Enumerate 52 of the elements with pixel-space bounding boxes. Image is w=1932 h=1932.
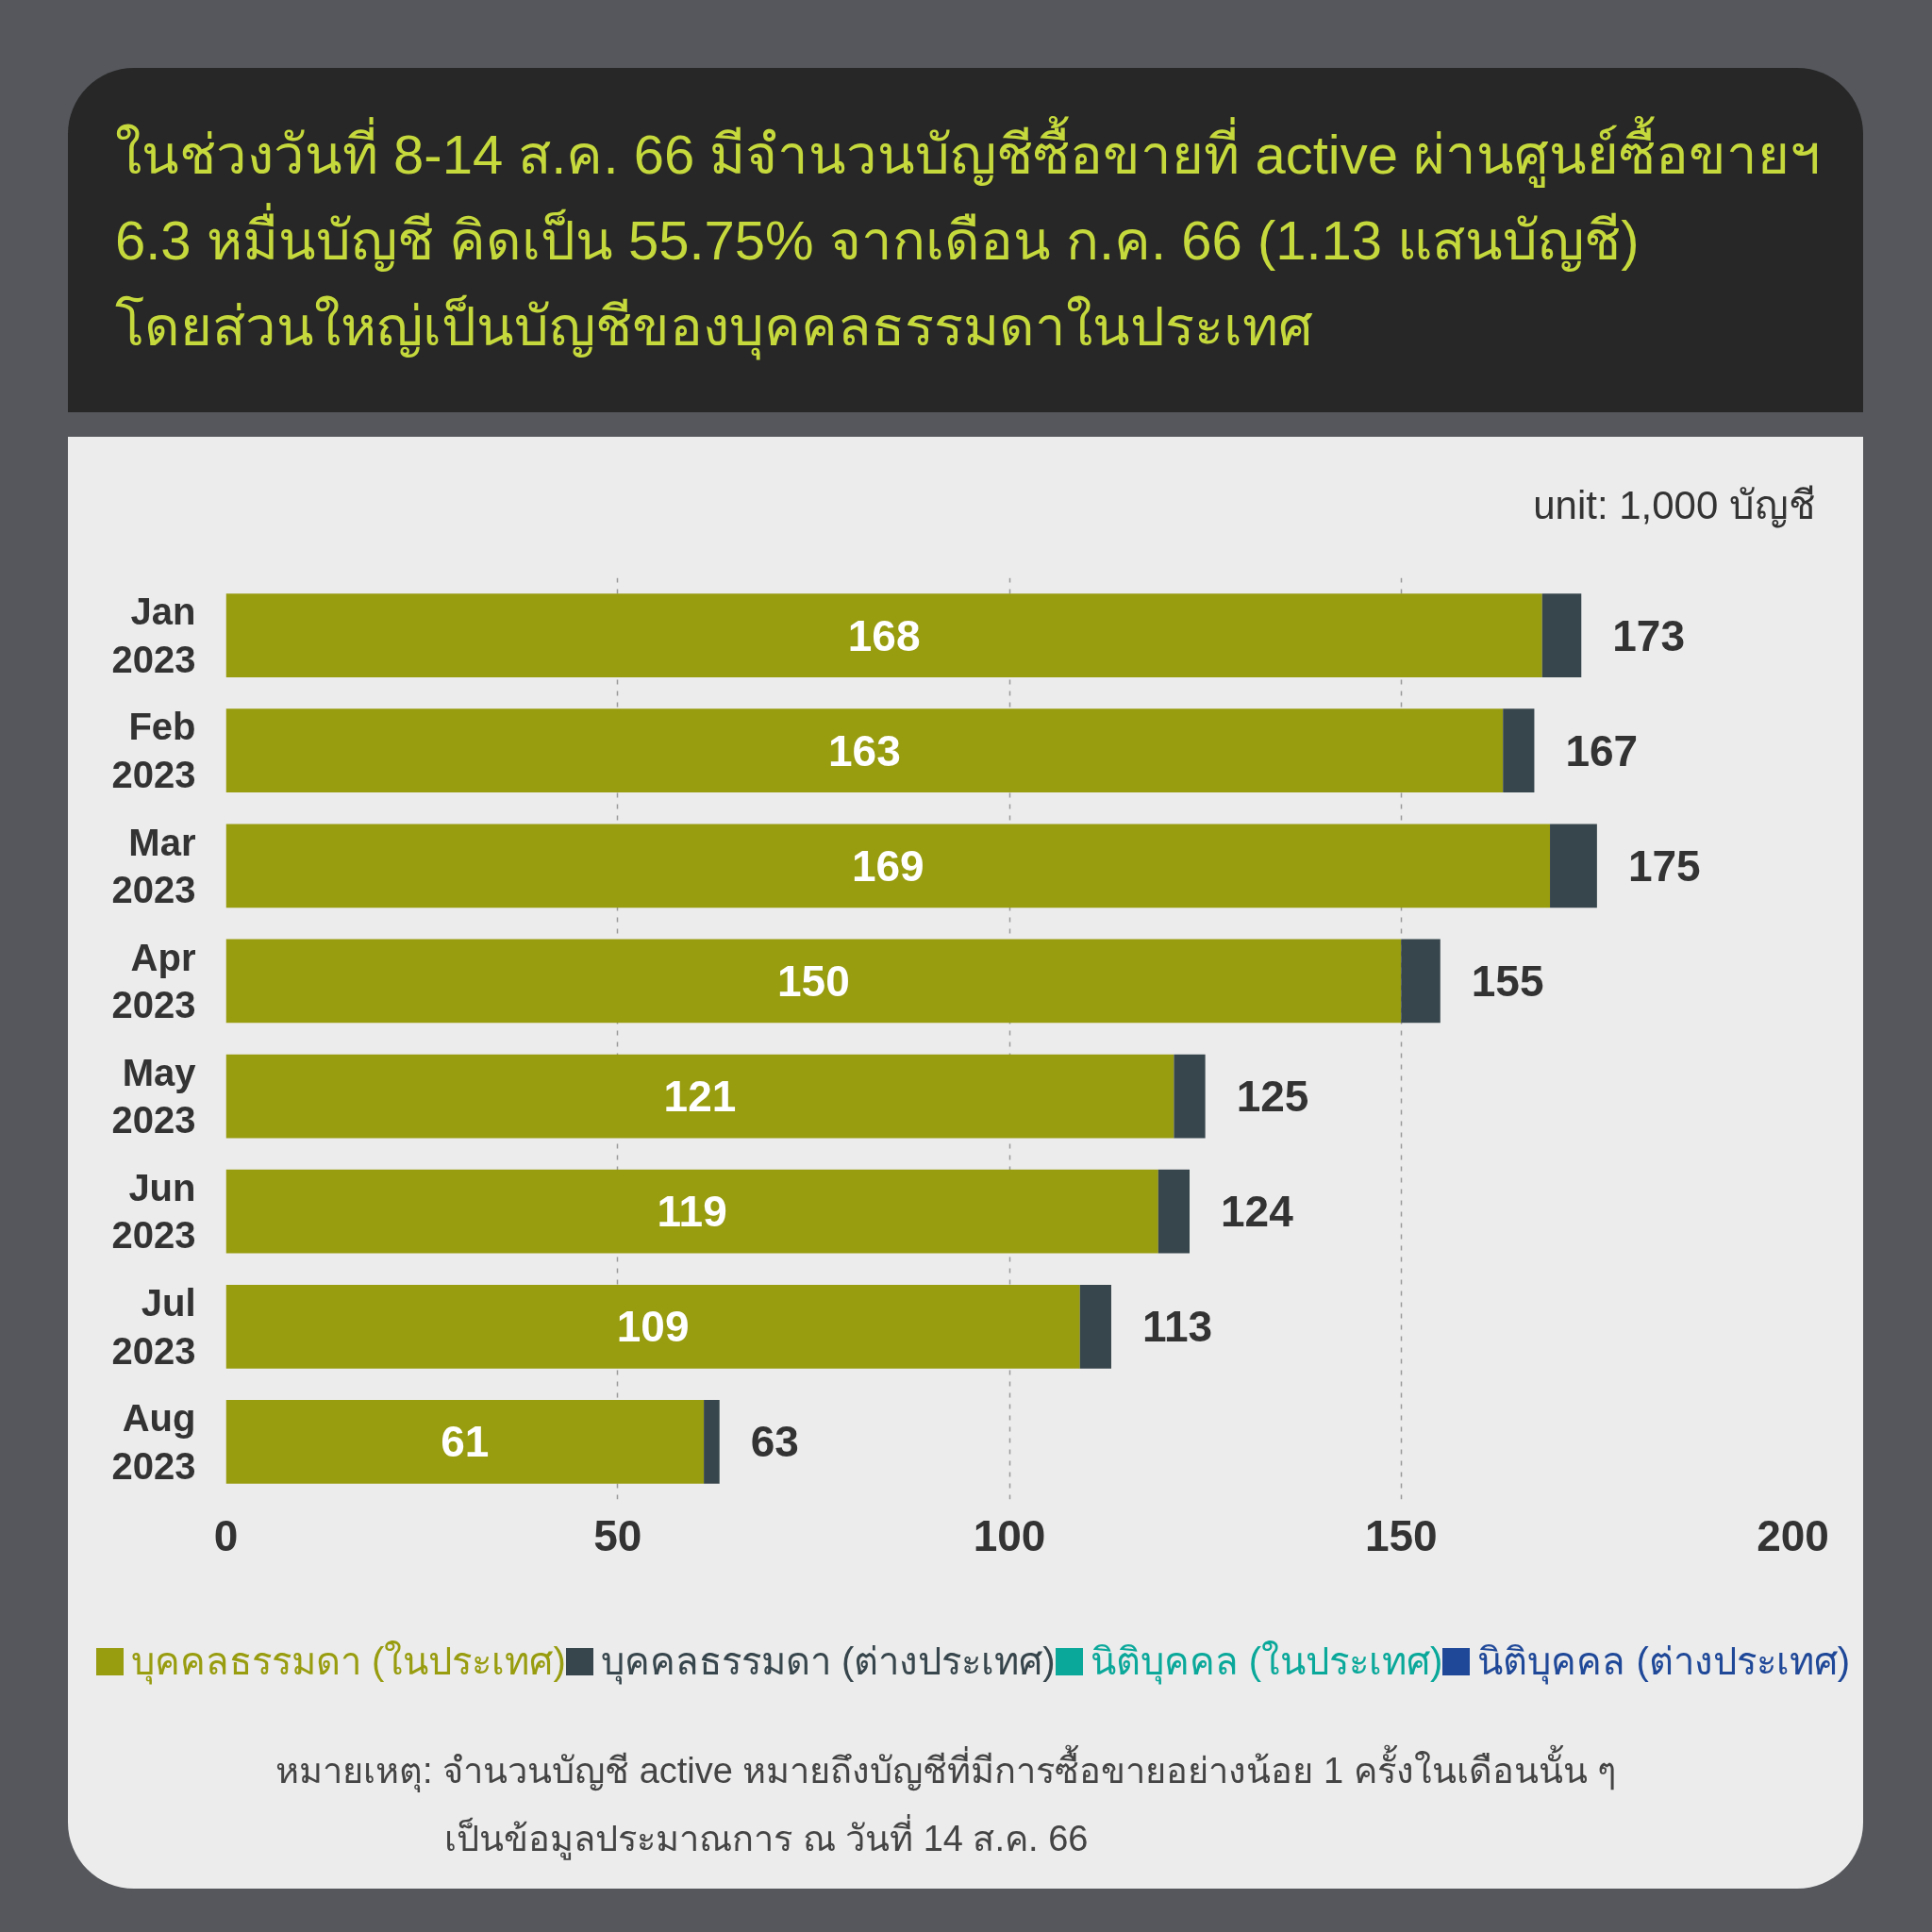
data-label: 109 bbox=[616, 1302, 690, 1352]
total-label: 63 bbox=[750, 1417, 799, 1467]
bar bbox=[1158, 1169, 1191, 1254]
bar bbox=[704, 1400, 720, 1484]
legend-label: บุคคลธรรมดา (ในประเทศ) bbox=[131, 1640, 566, 1687]
total-label: 167 bbox=[1565, 725, 1639, 775]
data-label: 169 bbox=[851, 841, 924, 891]
data-label: 168 bbox=[847, 610, 921, 660]
data-label: 150 bbox=[777, 956, 850, 1006]
total-label: 175 bbox=[1627, 841, 1701, 891]
bar bbox=[225, 1054, 1174, 1139]
total-label: 155 bbox=[1471, 956, 1544, 1006]
text: หมายเหตุ: จำนวนบัญชี active หมายถึงบัญชีที่มีการซื้อขายอย่างน้อย 1 ครั้งในเดือนนั้น ๆ เป็นข้อมูลประมาณการ ณ วันที่ 14 ส.ค. 66 bbox=[275, 1743, 1617, 1862]
bar bbox=[1541, 593, 1582, 677]
x-tick-label: 0 bbox=[213, 1510, 239, 1560]
total-label: 113 bbox=[1141, 1302, 1213, 1352]
legend-label: นิติบุคคล (ในประเทศ) bbox=[1090, 1640, 1443, 1687]
text: unit: 1,000 บัญชี bbox=[1533, 482, 1816, 530]
y-tick-label: May 2023 bbox=[111, 1051, 197, 1141]
bar bbox=[1079, 1284, 1111, 1369]
y-tick-label: Jan 2023 bbox=[111, 591, 196, 680]
bar bbox=[1503, 708, 1535, 793]
y-tick-label: Jul 2023 bbox=[111, 1282, 196, 1372]
legend-label: บุคคลธรรมดา (ต่างประเทศ) bbox=[600, 1640, 1056, 1687]
bar bbox=[225, 939, 1402, 1024]
data-label: 61 bbox=[441, 1417, 490, 1467]
y-tick-label: Mar 2023 bbox=[111, 821, 196, 911]
bar bbox=[225, 1400, 705, 1484]
x-tick-label: 200 bbox=[1757, 1510, 1829, 1560]
x-tick-label: 100 bbox=[973, 1510, 1046, 1560]
data-label: 119 bbox=[657, 1187, 727, 1237]
bar bbox=[225, 1169, 1158, 1254]
bar bbox=[225, 1284, 1080, 1369]
total-label: 173 bbox=[1612, 610, 1686, 660]
y-tick-label: Aug 2023 bbox=[111, 1397, 196, 1487]
y-tick-label: Apr 2023 bbox=[111, 936, 196, 1026]
bar bbox=[1174, 1054, 1206, 1139]
total-label: 124 bbox=[1221, 1187, 1294, 1237]
y-tick-label: Jun 2023 bbox=[111, 1166, 196, 1257]
bar bbox=[225, 593, 1542, 677]
legend-label: นิติบุคคล (ต่างประเทศ) bbox=[1477, 1640, 1851, 1687]
data-label: 121 bbox=[663, 1072, 737, 1122]
bar bbox=[1550, 824, 1597, 908]
bar bbox=[225, 708, 1504, 793]
chart-title: ในช่วงวันที่ 8-14 ส.ค. 66 มีจำนวนบัญชีซื้อขายที่ active ผ่านศูนย์ซื้อขายฯ 6.3 หมื่นบัญชี คิดเป็น 55.75% จากเดือน ก.ค. 66 (1.13 แสนบัญชี) โดยส่วนใหญ่เป็นบัญชีของบุคคลธรรมดาในประเทศ bbox=[115, 115, 1822, 362]
bar bbox=[1401, 939, 1441, 1024]
data-label: 163 bbox=[827, 725, 901, 775]
y-tick-label: Feb 2023 bbox=[111, 706, 196, 795]
x-tick-label: 50 bbox=[593, 1510, 642, 1560]
total-label: 125 bbox=[1236, 1072, 1309, 1122]
bar bbox=[225, 824, 1551, 908]
x-tick-label: 150 bbox=[1364, 1510, 1438, 1560]
